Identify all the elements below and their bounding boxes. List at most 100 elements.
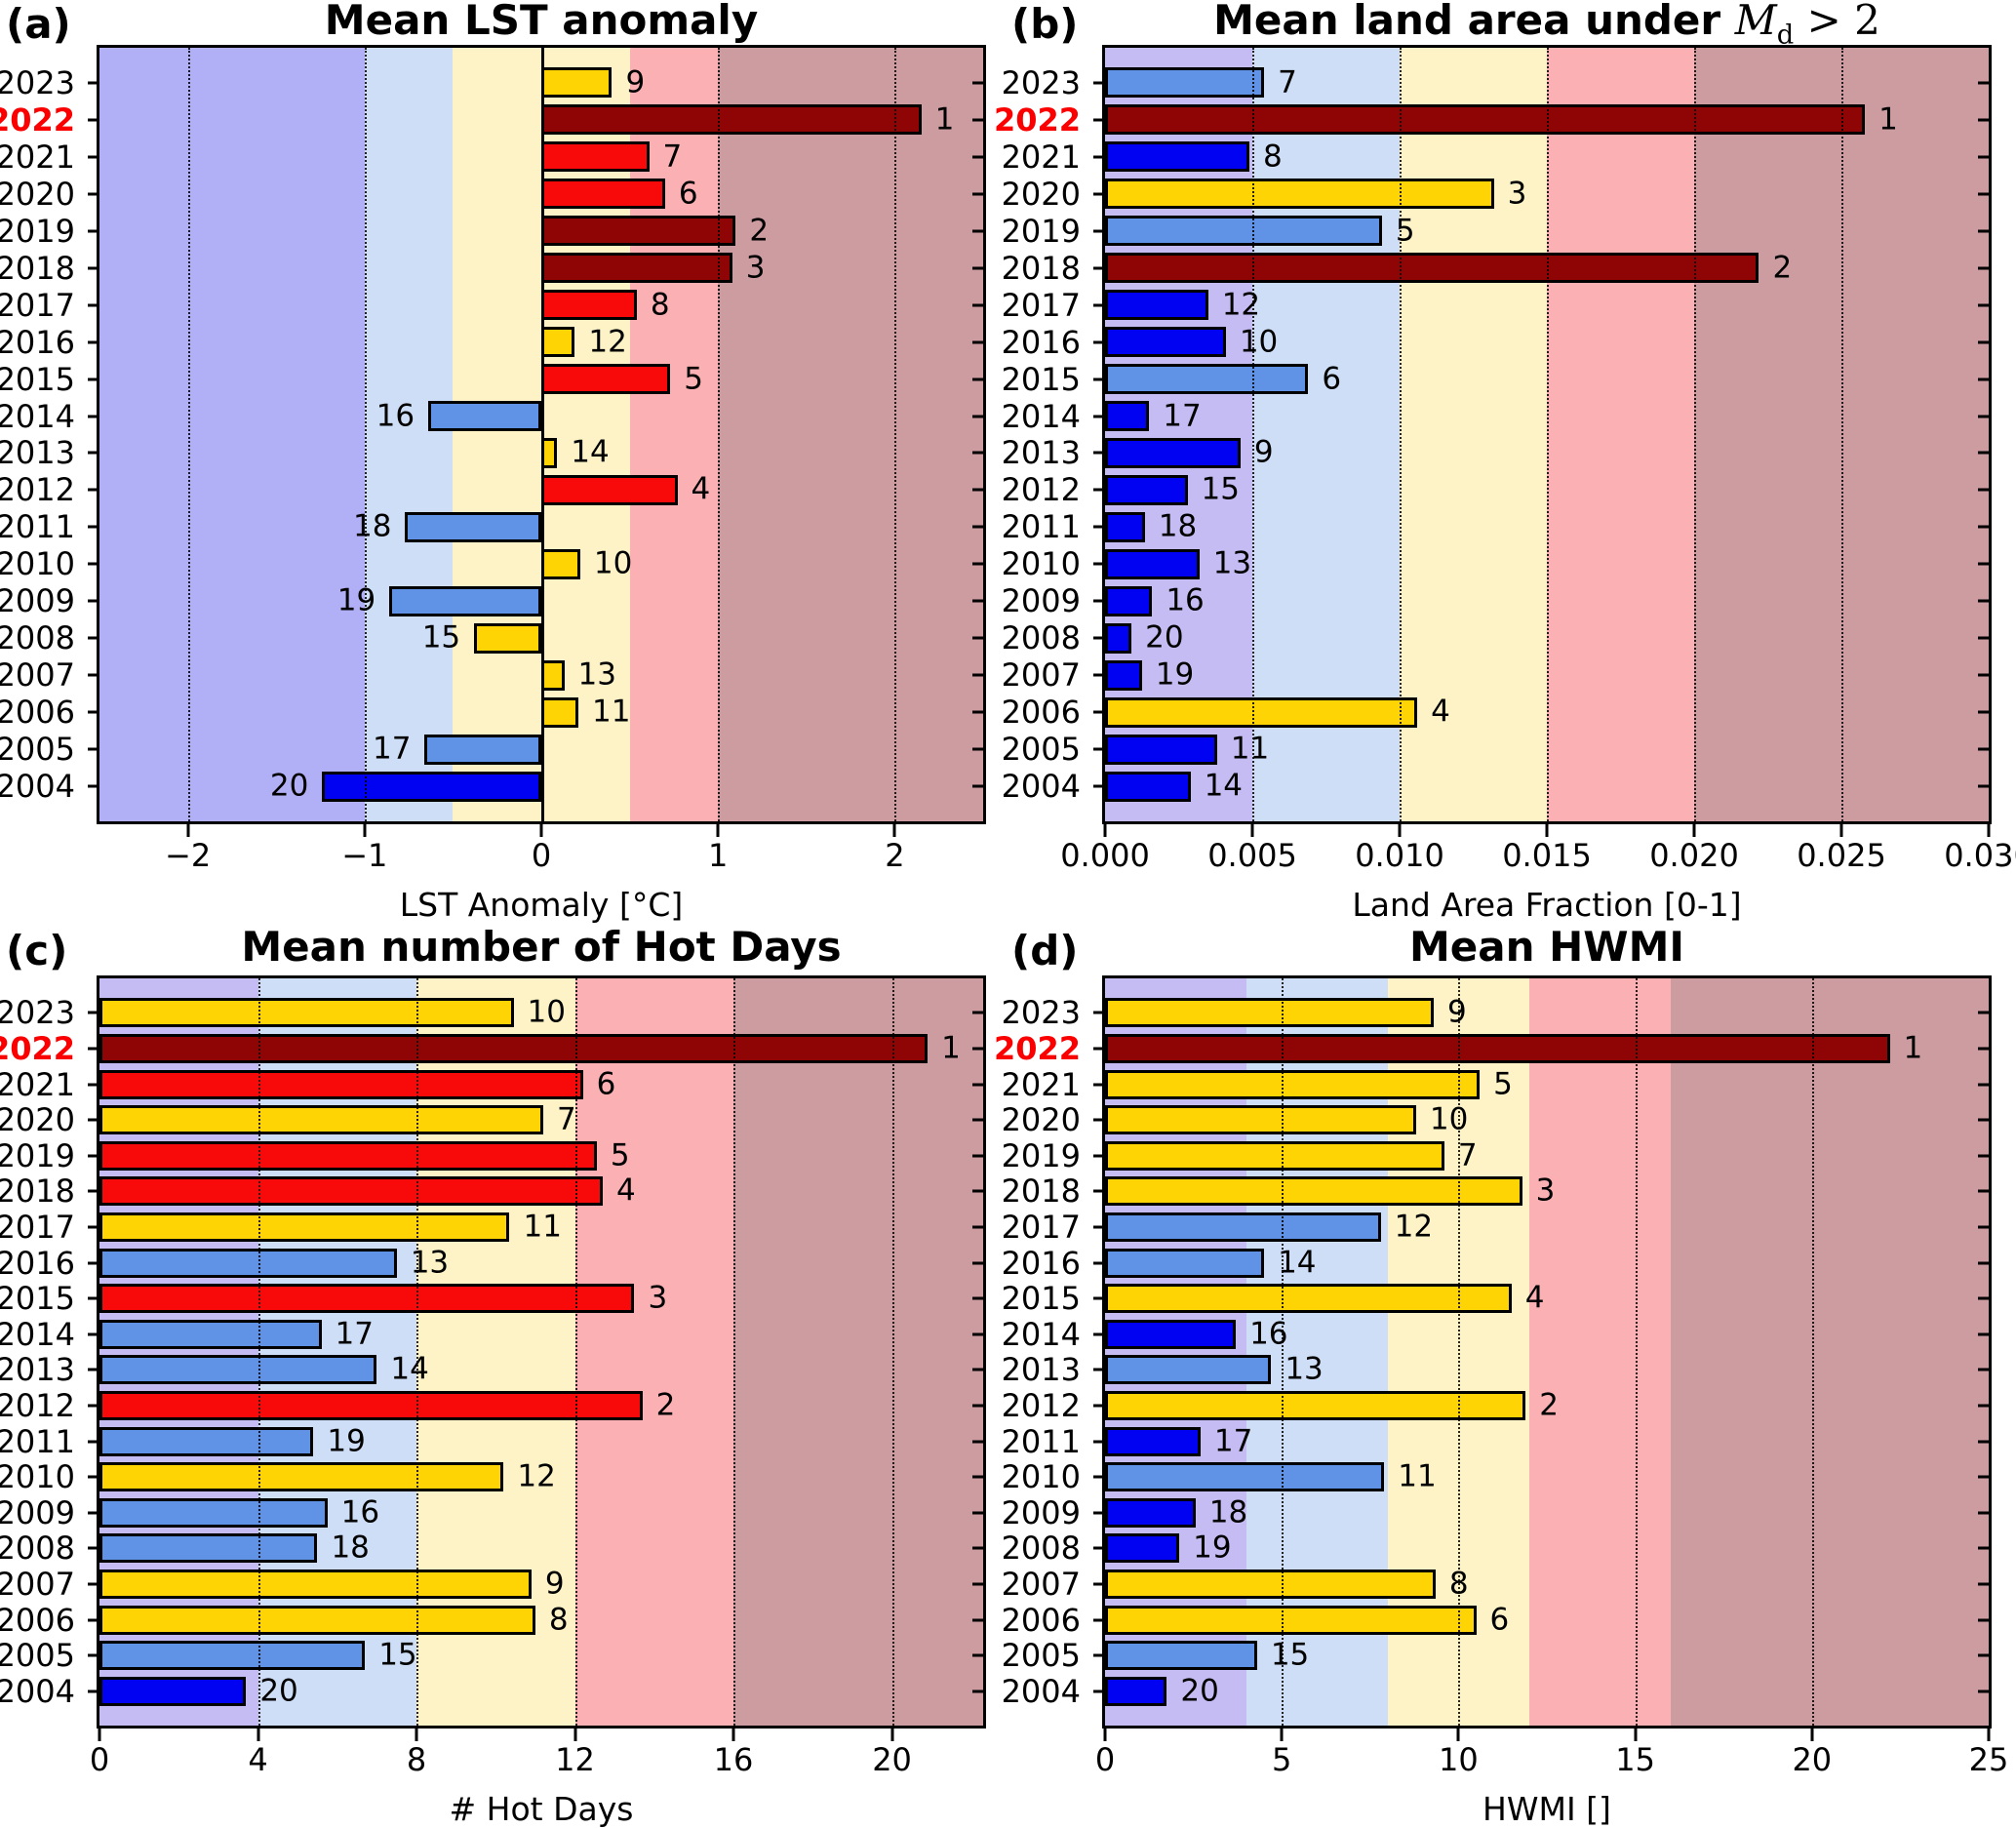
bar-2010 (1105, 1462, 1385, 1492)
rank-label-2011: 17 (1213, 1423, 1253, 1458)
y-tick-left (1093, 525, 1102, 529)
y-tick-left (1093, 192, 1102, 196)
rank-label-2004: 20 (1180, 1673, 1219, 1709)
bar-2020 (1105, 1105, 1416, 1135)
rank-label-2016: 13 (410, 1245, 450, 1280)
year-label-2018: 2018 (1001, 1172, 1081, 1211)
rank-label-2019: 5 (1395, 213, 1415, 249)
y-tick-right (1978, 118, 1989, 122)
x-tick-label: 10 (1439, 1741, 1479, 1778)
x-tick-label: 1 (708, 837, 729, 874)
y-tick-left (88, 1083, 97, 1086)
bar-2007 (1105, 659, 1142, 691)
bar-2023 (1105, 998, 1435, 1028)
y-tick-left (1093, 673, 1102, 677)
x-tick-label: 0 (89, 1741, 110, 1778)
rank-label-2014: 17 (1163, 398, 1202, 434)
y-tick-left (88, 155, 97, 159)
y-tick-right (972, 747, 983, 751)
rank-label-2013: 14 (390, 1351, 429, 1387)
gridline-16 (733, 978, 736, 1726)
y-tick-left (88, 562, 97, 566)
year-label-2009: 2009 (1001, 1493, 1081, 1531)
rank-label-2008: 19 (1193, 1530, 1232, 1566)
y-tick-right (1978, 1689, 1989, 1693)
y-tick-right (972, 118, 983, 122)
panel-title-b-text: Mean land area under (1213, 0, 1735, 44)
y-tick-right (972, 1653, 983, 1657)
y-tick-left (1093, 1618, 1102, 1621)
y-tick-left (1093, 155, 1102, 159)
y-tick-left (88, 266, 97, 270)
year-label-2019: 2019 (0, 212, 75, 250)
y-tick-left (1093, 378, 1102, 381)
bar-2004 (1105, 1676, 1167, 1706)
y-tick-left (1093, 266, 1102, 270)
x-tick-label: 0.005 (1207, 837, 1297, 874)
y-tick-right (972, 1047, 983, 1051)
plot-area-d: 9 1 5 10 7 3 12 14 4 16 13 2 17 11 18 19 8 6 15 20 (1102, 975, 1992, 1729)
panel-letter-a: (a) (6, 0, 71, 48)
x-tick-mark (1103, 1729, 1107, 1741)
bar-2022 (1105, 104, 1866, 136)
year-label-2014: 2014 (1001, 1315, 1081, 1353)
value-band (1105, 48, 1252, 821)
value-band (1252, 48, 1400, 821)
y-tick-left (1093, 599, 1102, 603)
y-tick-right (1978, 1225, 1989, 1229)
x-tick-label: −2 (165, 837, 212, 874)
y-tick-right (972, 155, 983, 159)
y-tick-left (1093, 81, 1102, 85)
gridline-1 (718, 48, 721, 821)
rank-label-2021: 7 (662, 139, 683, 175)
y-tick-right (1978, 525, 1989, 529)
y-tick-left (1093, 562, 1102, 566)
y-tick-right (1978, 415, 1989, 418)
y-tick-right (972, 1404, 983, 1408)
gridline-8 (416, 978, 419, 1726)
y-tick-left (1093, 1154, 1102, 1158)
rank-label-2021: 8 (1262, 139, 1283, 175)
y-tick-left (1093, 488, 1102, 492)
x-axis-ticks-d: 0 5 10 15 20 25 (1095, 1729, 2008, 1778)
x-tick-label: −1 (341, 837, 388, 874)
plot-area-a: 9 1 7 6 2 3 8 12 5 16 14 4 18 10 19 15 13 11 17 20 (97, 45, 986, 824)
bar-2013 (99, 1355, 377, 1385)
value-band (257, 978, 416, 1726)
y-tick-right (972, 1296, 983, 1300)
rank-label-2007: 8 (1448, 1566, 1469, 1602)
rank-label-2005: 17 (372, 731, 412, 767)
x-tick-mark (1634, 1729, 1638, 1741)
y-axis-labels-a: 2023202220212020201920182017201620152014… (0, 45, 97, 824)
x-tick-label: 0.015 (1502, 837, 1592, 874)
value-band (1670, 978, 1989, 1726)
y-tick-left (88, 599, 97, 603)
bar-2023 (99, 998, 514, 1028)
rank-label-2010: 12 (517, 1458, 556, 1494)
gridline-2 (894, 48, 897, 821)
y-tick-right (1978, 1404, 1989, 1408)
x-tick-label: 0.025 (1797, 837, 1886, 874)
year-label-2021: 2021 (0, 138, 75, 176)
value-band (1528, 978, 1671, 1726)
rank-label-2020: 3 (1507, 176, 1527, 212)
y-tick-left (88, 747, 97, 751)
year-label-2006: 2006 (1001, 1601, 1081, 1639)
rank-label-2020: 7 (557, 1101, 576, 1137)
y-tick-left (88, 673, 97, 677)
y-tick-left (88, 1404, 97, 1408)
gridline-10 (1458, 978, 1461, 1726)
y-tick-left (1093, 1189, 1102, 1193)
y-tick-right (1978, 1618, 1989, 1621)
rank-label-2007: 9 (544, 1566, 565, 1602)
rank-label-2010: 13 (1212, 545, 1252, 581)
bar-2011 (405, 511, 541, 542)
y-tick-right (1978, 266, 1989, 270)
bar-2018 (1105, 253, 1759, 284)
y-tick-left (88, 1332, 97, 1336)
rank-label-2012: 4 (691, 471, 711, 507)
y-tick-left (88, 1511, 97, 1515)
year-label-2007: 2007 (0, 656, 75, 695)
year-label-2009: 2009 (1001, 582, 1081, 620)
value-band (416, 978, 575, 1726)
